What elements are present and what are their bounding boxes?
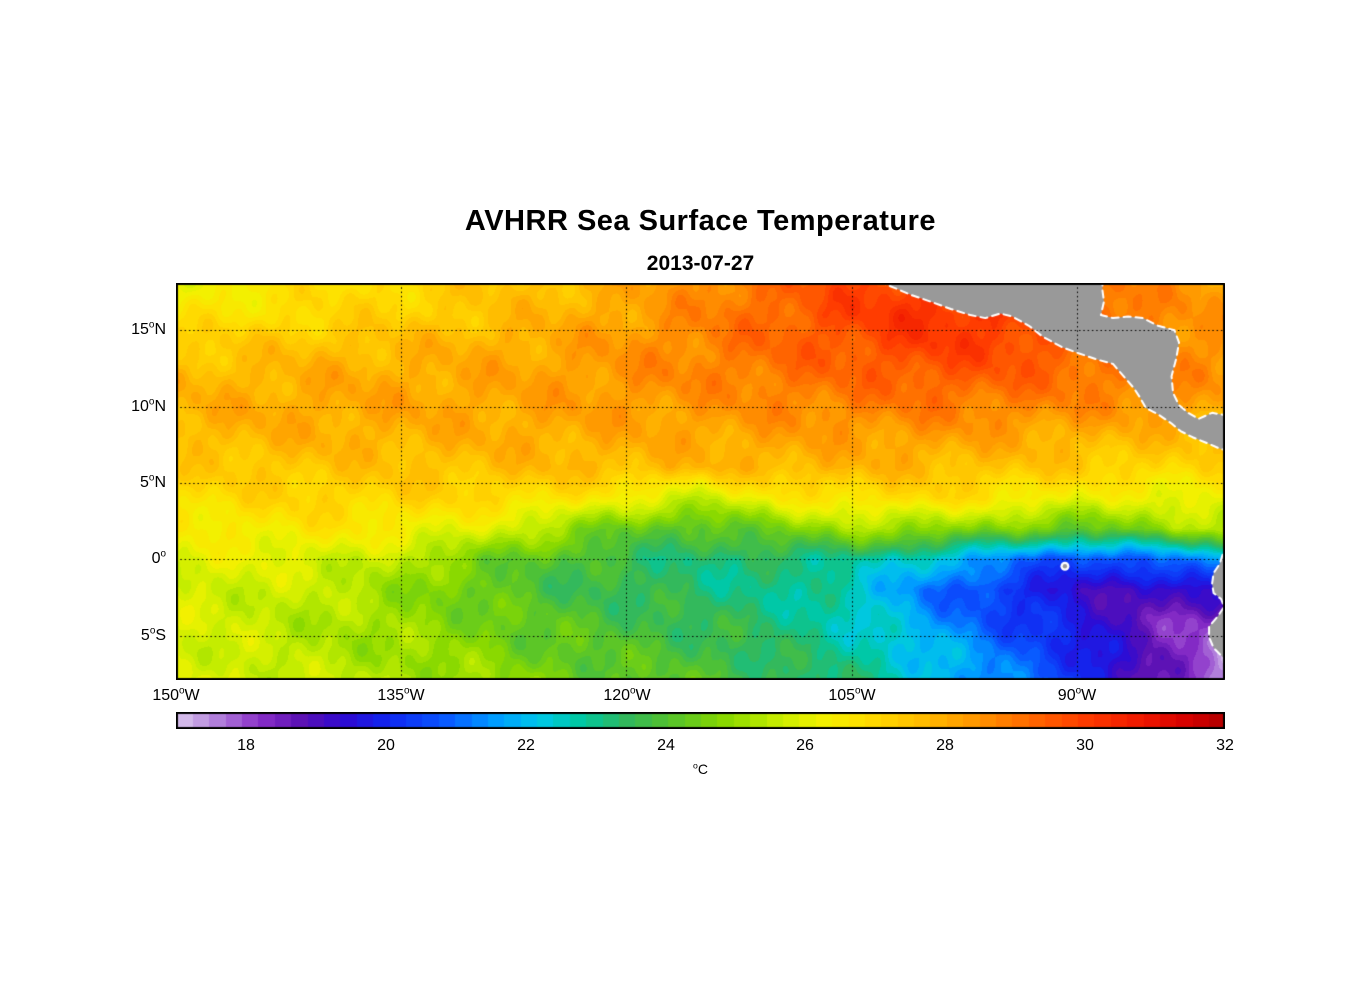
x-tick-150w: 150oW	[152, 685, 200, 704]
x-tick-90w: 90oW	[1057, 685, 1097, 704]
colorbar-canvas	[176, 712, 1225, 729]
colorbar-unit-label: oC	[693, 760, 708, 777]
colorbar-tick-18: 18	[237, 737, 255, 754]
y-tick-10n: 10oN	[131, 396, 166, 415]
colorbar-tick-28: 28	[936, 737, 954, 754]
colorbar-tick-32: 32	[1216, 737, 1234, 754]
chart-date-subtitle: 2013-07-27	[646, 252, 755, 275]
colorbar-tick-26: 26	[796, 737, 814, 754]
y-tick-5s: 5oS	[140, 625, 166, 644]
colorbar-tick-22: 22	[517, 737, 535, 754]
colorbar-tick-30: 30	[1076, 737, 1094, 754]
chart-title: AVHRR Sea Surface Temperature	[464, 205, 937, 237]
sst-heatmap-canvas	[176, 283, 1225, 680]
x-tick-120w: 120oW	[603, 685, 651, 704]
y-tick-15n: 15oN	[131, 319, 166, 338]
y-tick-5n: 5oN	[140, 472, 166, 491]
colorbar-tick-20: 20	[377, 737, 395, 754]
y-tick-0: 0o	[151, 548, 166, 567]
x-tick-135w: 135oW	[377, 685, 425, 704]
colorbar-tick-24: 24	[657, 737, 675, 754]
x-tick-105w: 105oW	[828, 685, 876, 704]
